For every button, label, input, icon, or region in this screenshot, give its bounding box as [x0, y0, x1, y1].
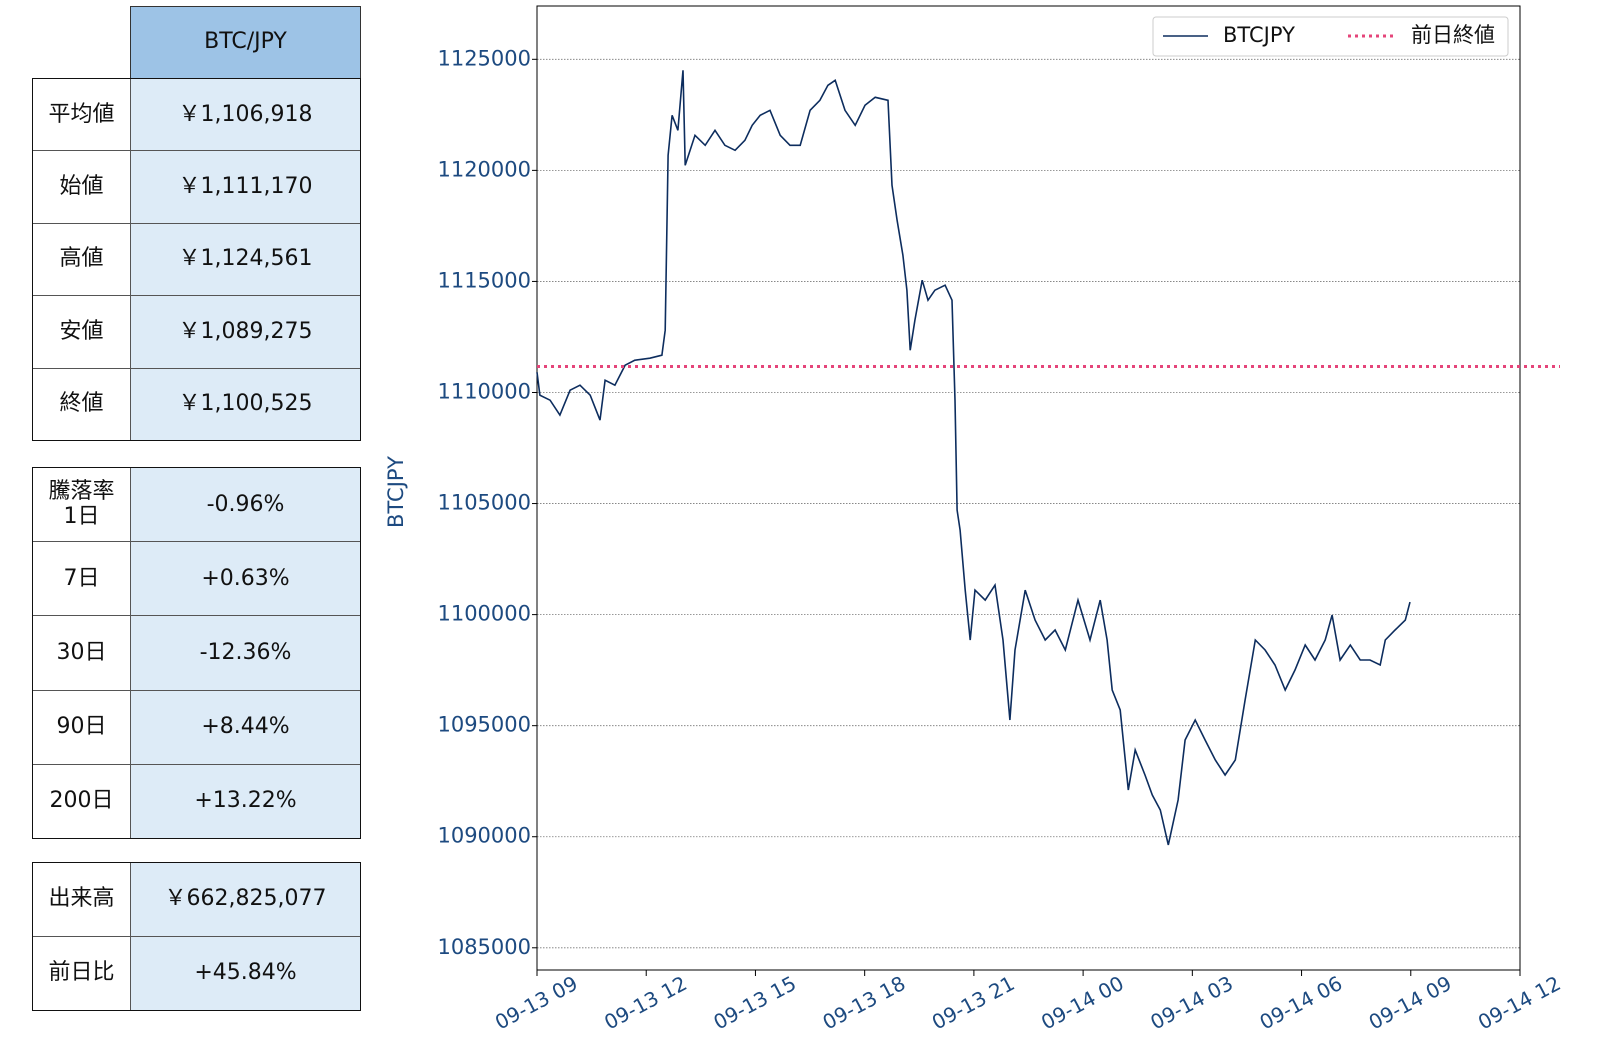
x-tick-label: 09-13 21: [928, 971, 1019, 1034]
row-label: 前日比: [32, 936, 131, 1011]
row-label: 騰落率 1日: [32, 467, 131, 543]
row-value: +13.22%: [130, 763, 361, 839]
row-label: 始値: [32, 150, 131, 224]
y-tick-label: 1125000: [437, 46, 531, 70]
y-axis-label: BTCJPY: [384, 456, 408, 528]
row-label: 安値: [32, 295, 131, 369]
x-tick-label: 09-14 09: [1365, 971, 1456, 1034]
x-tick-label: 09-14 06: [1256, 971, 1347, 1034]
row-value: ￥1,124,561: [130, 222, 361, 297]
x-tick-label: 09-13 12: [600, 971, 691, 1034]
x-tick-label: 09-13 15: [709, 971, 800, 1034]
row-label: 終値: [32, 367, 131, 441]
legend-label: 前日終値: [1411, 23, 1495, 47]
row-label: 90日: [32, 689, 131, 765]
legend: BTCJPY 前日終値: [1152, 16, 1509, 57]
row-label: 30日: [32, 615, 131, 691]
y-tick-label: 1100000: [437, 602, 531, 626]
y-tick-label: 1110000: [437, 379, 531, 403]
price-line: [536, 70, 1411, 846]
row-label: 7日: [32, 541, 131, 617]
table-header: BTC/JPY: [130, 6, 361, 79]
row-label: 200日: [32, 763, 131, 839]
y-tick-label: 1115000: [437, 268, 531, 292]
row-value: ￥1,089,275: [130, 295, 361, 369]
plot-frame: [536, 5, 1521, 971]
row-value: ￥1,100,525: [130, 367, 361, 441]
y-tick-label: 1095000: [437, 713, 531, 737]
row-value: +8.44%: [130, 689, 361, 765]
row-value: -0.96%: [130, 467, 361, 543]
row-value: ￥1,111,170: [130, 150, 361, 224]
row-value: +0.63%: [130, 541, 361, 617]
x-tick-label: 09-13 18: [819, 971, 910, 1034]
row-label: 高値: [32, 222, 131, 297]
y-tick-label: 1105000: [437, 491, 531, 515]
y-tick-label: 1085000: [437, 935, 531, 959]
x-tick-label: 09-14 03: [1146, 971, 1237, 1034]
row-value: ￥662,825,077: [130, 862, 361, 937]
legend-label: BTCJPY: [1223, 23, 1295, 47]
y-tick-label: 1120000: [437, 157, 531, 181]
x-tick-label: 09-14 00: [1037, 971, 1128, 1034]
x-tick-label: 09-13 09: [491, 971, 582, 1034]
y-tick-label: 1090000: [437, 824, 531, 848]
row-label: 出来高: [32, 862, 131, 937]
row-value: +45.84%: [130, 936, 361, 1011]
x-tick-label: 09-14 12: [1474, 971, 1565, 1034]
row-value: -12.36%: [130, 615, 361, 691]
legend-box: [1152, 16, 1509, 57]
row-value: ￥1,106,918: [130, 78, 361, 152]
row-label: 平均値: [32, 78, 131, 152]
